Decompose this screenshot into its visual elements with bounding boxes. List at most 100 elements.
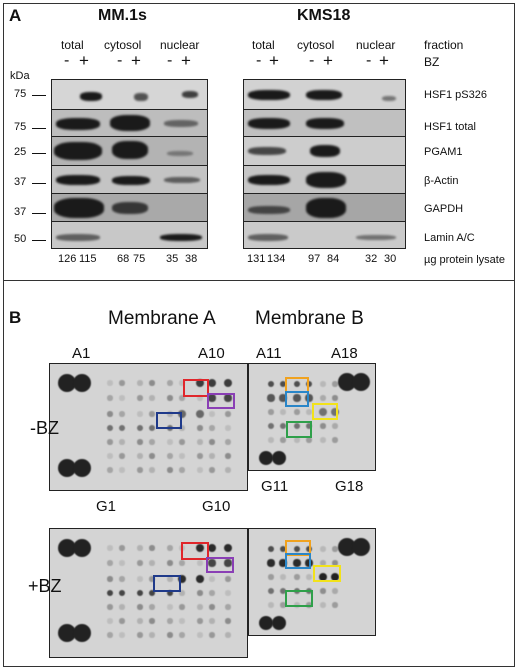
array-spot — [197, 560, 203, 566]
panel-divider — [3, 280, 515, 281]
marker-75-b: 75 — [14, 121, 27, 133]
array-spot — [267, 422, 275, 430]
array-spot — [332, 560, 338, 566]
lysate-value: 126 — [58, 253, 77, 265]
membrane-a-plus-bz — [49, 528, 248, 658]
array-spot — [209, 632, 215, 638]
membrane-a-minus-bz — [49, 363, 248, 491]
array-spot — [320, 588, 326, 594]
array-spot — [305, 545, 313, 553]
array-spot — [119, 632, 125, 638]
array-spot — [106, 424, 114, 432]
bz-minus-1: - — [64, 52, 70, 69]
array-spot — [58, 459, 76, 477]
protein-label-hsf1-total: HSF1 total — [424, 121, 476, 133]
array-spot — [320, 423, 326, 429]
array-spot — [197, 439, 203, 445]
bz-plus-3: + — [181, 51, 191, 70]
array-spot — [208, 379, 216, 387]
array-spot — [136, 589, 144, 597]
array-spot — [58, 374, 76, 392]
array-spot — [107, 576, 113, 582]
lysate-value: 68 — [117, 253, 130, 265]
array-spot — [107, 545, 113, 551]
blot-row-hsf1-ps326 — [52, 80, 207, 110]
blot-row-gapdh — [52, 194, 207, 222]
blot-row-pgam1 — [52, 137, 207, 166]
lysate-value: 75 — [133, 253, 146, 265]
array-spot — [267, 559, 275, 567]
array-spot — [197, 590, 203, 596]
array-spot — [208, 559, 216, 567]
lysate-value: 38 — [185, 253, 198, 265]
array-spot — [149, 632, 155, 638]
array-spot — [280, 409, 286, 415]
bz-label: BZ — [424, 55, 440, 69]
array-spot — [118, 424, 126, 432]
fraction-cytosol-left: cytosol — [104, 38, 142, 52]
array-spot — [119, 467, 125, 473]
membrane-b-title: Membrane B — [255, 308, 364, 329]
array-spot — [137, 453, 143, 459]
array-spot — [107, 411, 113, 417]
array-spot — [279, 422, 287, 430]
marker-tick — [32, 128, 46, 129]
western-blot-mm1s — [51, 79, 208, 249]
array-spot — [332, 423, 338, 429]
array-spot — [196, 379, 204, 387]
array-spot — [225, 576, 231, 582]
array-spot — [197, 618, 203, 624]
array-spot — [306, 574, 312, 580]
array-spot — [267, 394, 275, 402]
array-spot — [332, 395, 338, 401]
minus-bz-label: -BZ — [30, 418, 59, 438]
bz-plus-4: + — [269, 51, 279, 70]
array-spot — [119, 380, 125, 386]
panel-b-letter: B — [9, 308, 22, 327]
protein-label-beta-actin: β-Actin — [424, 175, 459, 187]
marker-tick — [32, 213, 46, 214]
bz-minus-2: - — [117, 52, 123, 69]
blot-row-beta-actin — [52, 166, 207, 194]
array-spot — [119, 604, 125, 610]
array-spot — [225, 467, 231, 473]
array-spot — [137, 545, 143, 551]
array-spot — [107, 604, 113, 610]
bz-minus-5: - — [309, 52, 315, 69]
array-spot — [149, 439, 155, 445]
protein-label-pgam1: PGAM1 — [424, 146, 463, 158]
array-spot — [149, 395, 155, 401]
highlight-box-yellow — [313, 565, 341, 582]
array-spot — [224, 379, 232, 387]
array-spot — [293, 545, 301, 553]
array-spot — [136, 424, 144, 432]
array-spot — [179, 618, 185, 624]
fraction-total-left: total — [61, 38, 84, 52]
array-spot — [225, 632, 231, 638]
bz-minus-6: - — [366, 52, 372, 69]
array-spot — [179, 560, 185, 566]
array-spot — [293, 394, 301, 402]
array-spot — [306, 437, 312, 443]
array-spot — [332, 546, 338, 552]
array-spot — [293, 422, 301, 430]
marker-50: 50 — [14, 233, 27, 245]
lysate-value: 115 — [79, 253, 97, 265]
array-spot — [224, 559, 232, 567]
array-spot — [330, 407, 340, 417]
coord-g11: G11 — [261, 478, 289, 495]
membrane-a-title: Membrane A — [108, 308, 216, 329]
array-spot — [279, 380, 287, 388]
array-spot — [268, 437, 274, 443]
array-spot — [268, 602, 274, 608]
array-spot — [330, 572, 340, 582]
array-spot — [279, 587, 287, 595]
bz-minus-3: - — [167, 52, 173, 69]
array-spot — [119, 395, 125, 401]
array-spot — [58, 539, 76, 557]
array-spot — [209, 411, 215, 417]
array-spot — [259, 451, 273, 465]
highlight-box-red — [181, 542, 209, 560]
array-spot — [137, 576, 143, 582]
array-spot — [338, 538, 356, 556]
